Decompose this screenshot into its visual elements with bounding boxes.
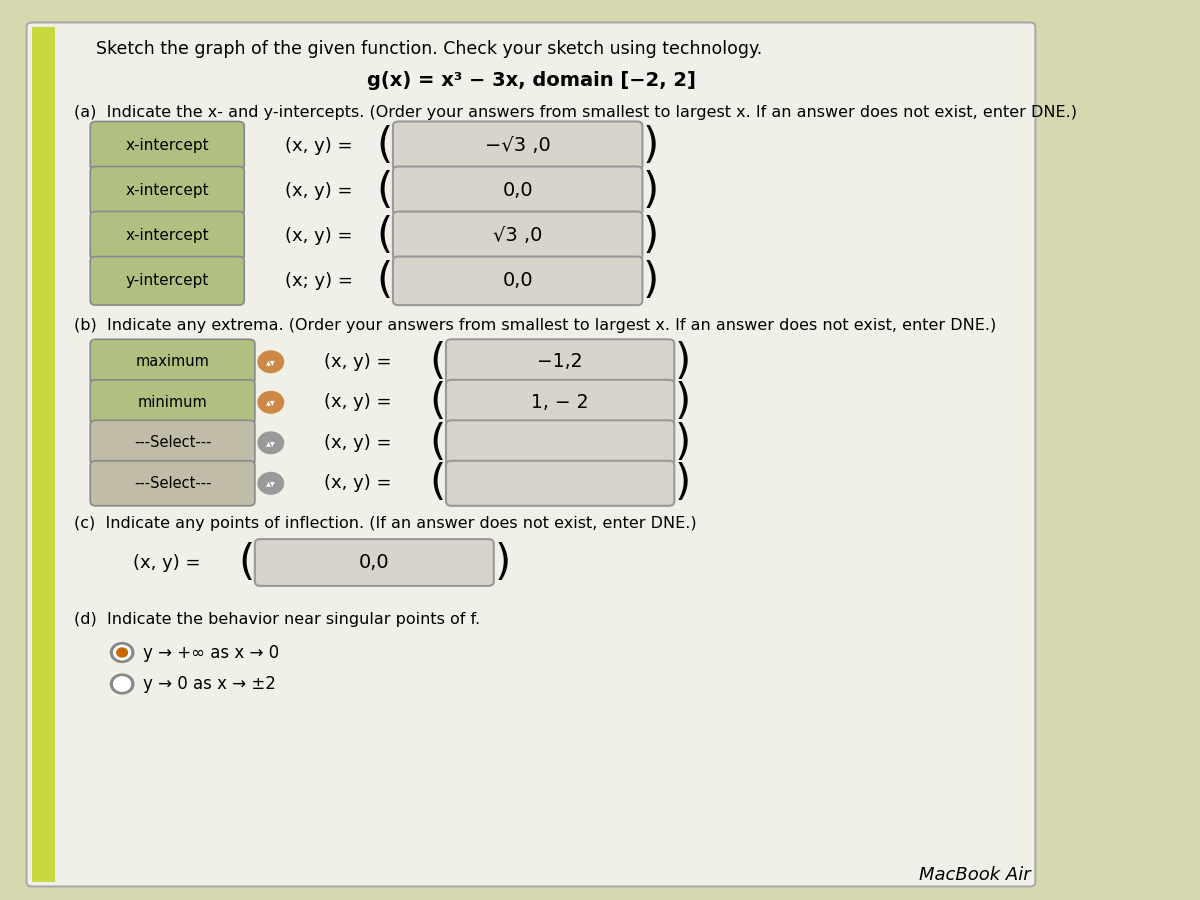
Text: (: ( [430,382,445,423]
FancyBboxPatch shape [26,22,1036,886]
Text: −√3 ,0: −√3 ,0 [485,136,551,156]
Text: ): ) [674,422,691,464]
Text: y → +∞ as x → 0: y → +∞ as x → 0 [143,644,280,662]
FancyBboxPatch shape [90,166,245,215]
Text: 0,0: 0,0 [359,553,390,572]
Circle shape [114,677,131,691]
Circle shape [110,674,133,694]
Text: x-intercept: x-intercept [126,184,209,198]
Text: (x, y) =: (x, y) = [324,474,391,492]
Text: ): ) [643,260,659,302]
FancyBboxPatch shape [90,461,254,506]
Circle shape [110,643,133,662]
Circle shape [258,432,283,454]
Text: (a)  Indicate the x- and y-intercepts. (Order your answers from smallest to larg: (a) Indicate the x- and y-intercepts. (O… [74,105,1078,120]
Text: minimum: minimum [138,395,208,410]
Circle shape [116,648,127,657]
Text: maximum: maximum [136,355,210,369]
Circle shape [258,392,283,413]
Text: (x, y) =: (x, y) = [284,137,352,155]
FancyBboxPatch shape [90,256,245,305]
Text: (: ( [430,463,445,504]
Text: (: ( [377,260,392,302]
Text: ): ) [643,125,659,166]
Text: ): ) [674,463,691,504]
Text: x-intercept: x-intercept [126,139,209,153]
Text: MacBook Air: MacBook Air [918,866,1030,884]
FancyBboxPatch shape [90,420,254,465]
Text: ▴▾: ▴▾ [266,478,276,489]
Text: (: ( [430,422,445,464]
Text: √3 ,0: √3 ,0 [493,226,542,246]
FancyBboxPatch shape [90,212,245,260]
FancyBboxPatch shape [446,420,674,465]
FancyBboxPatch shape [392,256,642,305]
Text: (b)  Indicate any extrema. (Order your answers from smallest to largest x. If an: (b) Indicate any extrema. (Order your an… [74,319,996,333]
Text: ---Select---: ---Select--- [134,476,211,491]
FancyBboxPatch shape [90,339,254,384]
FancyBboxPatch shape [254,539,493,586]
Text: g(x) = x³ − 3x, domain [−2, 2]: g(x) = x³ − 3x, domain [−2, 2] [366,71,695,91]
FancyBboxPatch shape [446,380,674,425]
FancyBboxPatch shape [392,166,642,215]
Circle shape [258,472,283,494]
FancyBboxPatch shape [90,380,254,425]
Text: (: ( [239,542,254,583]
Text: (d)  Indicate the behavior near singular points of f.: (d) Indicate the behavior near singular … [74,612,480,626]
Text: (x, y) =: (x, y) = [284,227,352,245]
Text: (x, y) =: (x, y) = [324,353,391,371]
Text: x-intercept: x-intercept [126,229,209,243]
Text: y-intercept: y-intercept [126,274,209,288]
Text: (: ( [377,170,392,211]
Text: ▴▾: ▴▾ [266,397,276,408]
FancyBboxPatch shape [446,461,674,506]
FancyBboxPatch shape [90,122,245,170]
FancyBboxPatch shape [392,122,642,170]
FancyBboxPatch shape [446,339,674,384]
FancyBboxPatch shape [392,212,642,260]
Text: 0,0: 0,0 [503,271,533,291]
Circle shape [258,351,283,373]
Text: ▴▾: ▴▾ [266,356,276,367]
Text: 0,0: 0,0 [503,181,533,201]
Text: Sketch the graph of the given function. Check your sketch using technology.: Sketch the graph of the given function. … [96,40,762,58]
Text: ): ) [643,215,659,256]
Text: ▴▾: ▴▾ [266,437,276,448]
Circle shape [114,645,131,660]
FancyBboxPatch shape [32,27,55,882]
Text: ---Select---: ---Select--- [134,436,211,450]
Text: (x; y) =: (x; y) = [284,272,353,290]
Text: (x, y) =: (x, y) = [284,182,352,200]
Text: ): ) [674,341,691,382]
Text: ): ) [643,170,659,211]
Text: (: ( [430,341,445,382]
Text: (: ( [377,125,392,166]
Text: (x, y) =: (x, y) = [324,393,391,411]
Text: 1, − 2: 1, − 2 [532,392,589,412]
Text: (x, y) =: (x, y) = [133,554,200,572]
Text: ): ) [494,542,510,583]
Text: −1,2: −1,2 [538,352,583,372]
Text: (c)  Indicate any points of inflection. (If an answer does not exist, enter DNE.: (c) Indicate any points of inflection. (… [74,517,697,531]
Text: (: ( [377,215,392,256]
Text: ): ) [674,382,691,423]
Text: y → 0 as x → ±2: y → 0 as x → ±2 [143,675,276,693]
Text: (x, y) =: (x, y) = [324,434,391,452]
